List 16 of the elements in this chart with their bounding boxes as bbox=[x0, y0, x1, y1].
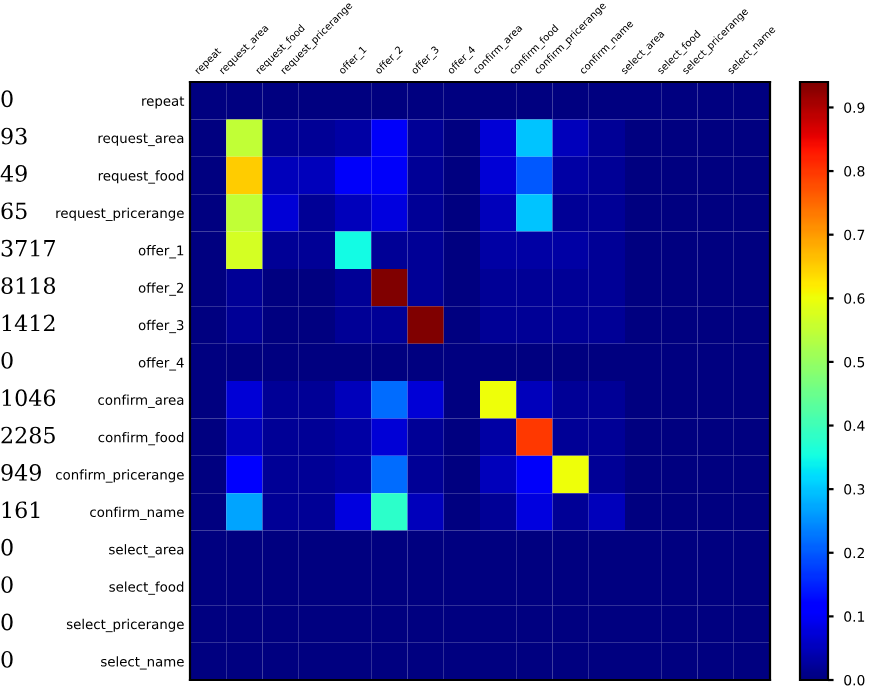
y2-tick-label: 0 bbox=[1, 351, 13, 369]
y2-tick-label: 65 bbox=[1, 202, 27, 220]
y2-tick-label: 0 bbox=[1, 538, 13, 556]
y2-tick-label: 0 bbox=[1, 613, 13, 631]
y2-tick-label: 1412 bbox=[2, 314, 55, 332]
y2-tick-label: 8118 bbox=[1, 277, 56, 295]
y2-tick-label: 0 bbox=[1, 90, 13, 108]
y2-tick-label: 2285 bbox=[1, 426, 55, 444]
y2-tick-label: 161 bbox=[2, 501, 40, 519]
y2-tick-label: 49 bbox=[0, 165, 27, 182]
y2-tick-label: 949 bbox=[1, 464, 41, 481]
y2-tick-label: 0 bbox=[1, 650, 13, 668]
y2-tick-label: 0 bbox=[1, 576, 13, 594]
y2-tick-label: 1046 bbox=[2, 389, 56, 407]
y2-tick-label: 3717 bbox=[1, 239, 55, 257]
y2-tick-label: 93 bbox=[1, 127, 27, 145]
